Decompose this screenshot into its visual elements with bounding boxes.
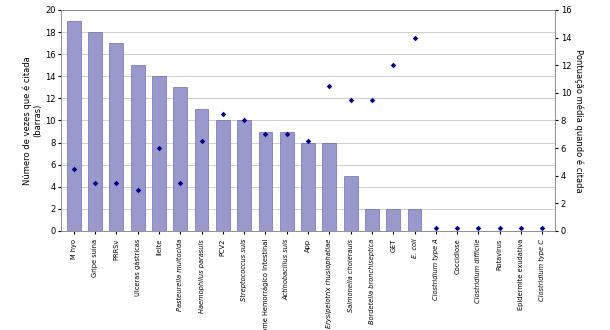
- Point: [154, 146, 164, 151]
- Bar: [195, 109, 209, 231]
- Bar: [237, 120, 251, 231]
- Point: [176, 180, 185, 185]
- Point: [112, 180, 121, 185]
- Point: [303, 139, 313, 144]
- Point: [282, 132, 292, 137]
- Point: [473, 226, 483, 231]
- Point: [133, 187, 143, 192]
- Point: [537, 226, 547, 231]
- Bar: [407, 209, 422, 231]
- Y-axis label: Número de vezes que é citada
(barras): Número de vezes que é citada (barras): [22, 56, 42, 185]
- Point: [239, 118, 249, 123]
- Bar: [301, 143, 315, 231]
- Point: [196, 139, 206, 144]
- Point: [90, 180, 100, 185]
- Bar: [280, 131, 293, 231]
- Bar: [131, 65, 145, 231]
- Point: [389, 63, 398, 68]
- Point: [325, 83, 334, 88]
- Bar: [365, 209, 379, 231]
- Bar: [152, 76, 166, 231]
- Bar: [343, 176, 357, 231]
- Point: [367, 97, 377, 102]
- Point: [495, 226, 504, 231]
- Bar: [386, 209, 400, 231]
- Point: [69, 166, 79, 172]
- Point: [410, 35, 420, 40]
- Bar: [259, 131, 273, 231]
- Bar: [67, 21, 81, 231]
- Bar: [109, 43, 123, 231]
- Point: [452, 226, 462, 231]
- Point: [431, 226, 440, 231]
- Bar: [323, 143, 336, 231]
- Bar: [173, 87, 187, 231]
- Point: [218, 111, 228, 116]
- Point: [346, 97, 356, 102]
- Point: [260, 132, 270, 137]
- Bar: [88, 32, 102, 231]
- Bar: [216, 120, 230, 231]
- Point: [516, 226, 526, 231]
- Y-axis label: Pontuação média quando é citada: Pontuação média quando é citada: [574, 49, 584, 192]
